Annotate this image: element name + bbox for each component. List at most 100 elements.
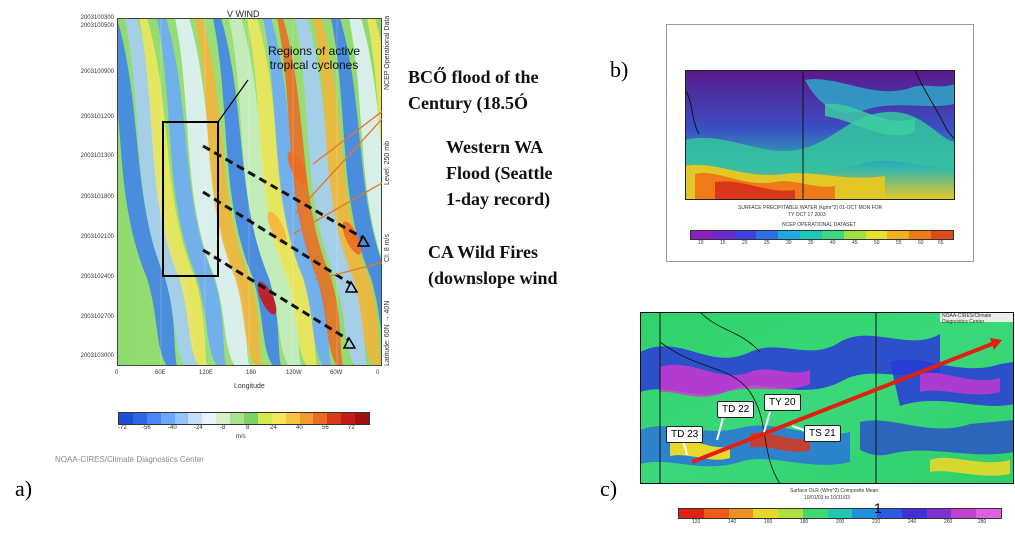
wind-hotspot xyxy=(257,281,277,315)
colorbar-tick: 240 xyxy=(908,519,917,525)
cyclone-callout: Regions of active tropical cyclones xyxy=(267,44,361,72)
wind-band xyxy=(195,18,262,366)
annotation-line: 1-day record) xyxy=(446,189,551,209)
colorbar-swatch xyxy=(827,509,853,518)
wind-band xyxy=(349,18,382,260)
x-tick-label: 60W xyxy=(330,370,343,376)
colorbar-swatch xyxy=(188,413,203,424)
colorbar-swatch xyxy=(931,231,953,239)
colorbar-tick: 72 xyxy=(348,425,355,431)
colorbar-tick: 8 xyxy=(246,425,250,431)
x-tick-label: 120E xyxy=(199,370,214,376)
colorbar-tick: 35 xyxy=(808,240,814,246)
y-tick-label: 2003102400 xyxy=(80,274,114,280)
colorbar-swatch xyxy=(285,413,300,424)
colorbar-swatch xyxy=(271,413,286,424)
y-tick-label: 2003100900 xyxy=(80,69,114,75)
colorbar-swatch xyxy=(865,231,888,239)
colorbar-tick: 220 xyxy=(872,519,881,525)
olr-colorbar xyxy=(678,508,1002,519)
colorbar-tick: 200 xyxy=(836,519,845,525)
storm-pointers xyxy=(682,411,805,456)
wind-band xyxy=(157,18,226,366)
wind-band xyxy=(331,18,382,338)
panel-c-caption-1: Surface OLR (W/m^2) Composite Mean xyxy=(790,488,879,494)
wind-band xyxy=(367,18,382,164)
colorbar-swatch xyxy=(778,509,803,518)
colorbar-swatch xyxy=(202,413,217,424)
x-tick-label: 180 xyxy=(246,370,257,376)
panel-b-caption-1: SURFACE PRECIPITABLE WATER (kg/m^2) 01-O… xyxy=(738,205,883,211)
right-lat-label: Latitude: 60N → 40N xyxy=(384,300,391,366)
annotation-line: Flood (Seattle xyxy=(446,163,553,183)
panel-a-xlabel: Longitude xyxy=(234,383,265,390)
colorbar-tick: 50 xyxy=(874,240,880,246)
storm-label-td22: TD 22 xyxy=(717,401,755,418)
dashed-trajectories xyxy=(202,144,364,342)
panel-b-caption-2: TY OCT 17 2003 xyxy=(788,212,826,218)
colorbar-swatch xyxy=(355,413,370,424)
olr-map xyxy=(640,312,1014,484)
wind-colorbar-ticks: -72 -56 -40 -24 -8 8 24 40 56 72 xyxy=(118,425,368,435)
credit-line: NOAA-CIRES/Climate Diagnostics Center xyxy=(55,455,204,464)
colorbar-swatch xyxy=(132,413,147,424)
annotation-line: (downslope wind xyxy=(428,268,558,288)
pw-colorbar-ticks: 10 15 20 25 30 35 40 45 50 55 60 65 xyxy=(690,240,952,248)
panel-a-y-axis: 2003100300 2003100500 2003100900 2003101… xyxy=(56,15,114,360)
colorbar-tick: 15 xyxy=(720,240,726,246)
colorbar-swatch xyxy=(821,231,844,239)
panel-a-letter: a) xyxy=(15,476,33,501)
colorbar-tick: 260 xyxy=(944,519,953,525)
colorbar-tick: 55 xyxy=(896,240,902,246)
colorbar-swatch xyxy=(230,413,245,424)
colorbar-tick: 160 xyxy=(764,519,773,525)
colorbar-swatch xyxy=(909,231,932,239)
storm-label-ts21: TS 21 xyxy=(804,425,841,442)
wind-band xyxy=(277,18,343,366)
colorbar-swatch xyxy=(901,509,927,518)
wind-band xyxy=(313,18,381,366)
olr-colorbar-ticks: 120 140 160 180 200 220 240 260 280 xyxy=(678,519,1000,527)
colorbar-swatch xyxy=(734,231,757,239)
storm-label-ty20: TY 20 xyxy=(764,394,801,411)
colorbar-swatch xyxy=(778,231,801,239)
panel-a-x-axis: 0 60E 120E 180 120W 60W 0 xyxy=(112,370,392,382)
page-number: 1 xyxy=(874,500,882,516)
colorbar-tick: 25 xyxy=(764,240,770,246)
wind-colorbar xyxy=(118,412,370,425)
wind-band xyxy=(295,18,367,366)
colorbar-tick: -56 xyxy=(142,425,151,431)
wind-band xyxy=(139,18,207,366)
colorbar-tick: 180 xyxy=(800,519,809,525)
right-level-label: Level: 250 mb xyxy=(384,141,391,185)
colorbar-tick: 10 xyxy=(698,240,704,246)
colorbar-swatch xyxy=(887,231,910,239)
wind-hotspot xyxy=(267,211,287,245)
v-wind-heatmap xyxy=(117,18,382,366)
colorbar-unit: m/s xyxy=(236,434,246,440)
colorbar-swatch xyxy=(691,231,713,239)
annotation-line: BCŐ flood of the xyxy=(408,67,539,87)
panel-a-title: V WIND xyxy=(227,9,260,19)
colorbar-swatch xyxy=(756,231,779,239)
colorbar-swatch xyxy=(257,413,272,424)
colorbar-tick: 20 xyxy=(742,240,748,246)
y-tick-label: 2003101800 xyxy=(80,194,114,200)
colorbar-swatch xyxy=(146,413,161,424)
colorbar-swatch xyxy=(299,413,314,424)
x-tick-label: 0 xyxy=(376,370,380,376)
y-tick-label: 2003101300 xyxy=(80,153,114,159)
colorbar-tick: 65 xyxy=(938,240,944,246)
wind-band xyxy=(229,18,301,366)
colorbar-tick: 56 xyxy=(322,425,329,431)
wind-band xyxy=(263,18,331,366)
storm-label-td23: TD 23 xyxy=(666,426,704,443)
red-track-arrow xyxy=(691,340,998,464)
y-tick-label: 2003102100 xyxy=(80,234,114,240)
colorbar-swatch xyxy=(852,509,878,518)
panel-c-header: NOAA-CIRES/Climate Diagnostics Center xyxy=(942,313,992,325)
x-tick-label: 60E xyxy=(155,370,166,376)
y-tick-label: 2003101200 xyxy=(80,114,114,120)
callout-line xyxy=(217,79,249,123)
annotation-line: CA Wild Fires xyxy=(428,242,539,262)
